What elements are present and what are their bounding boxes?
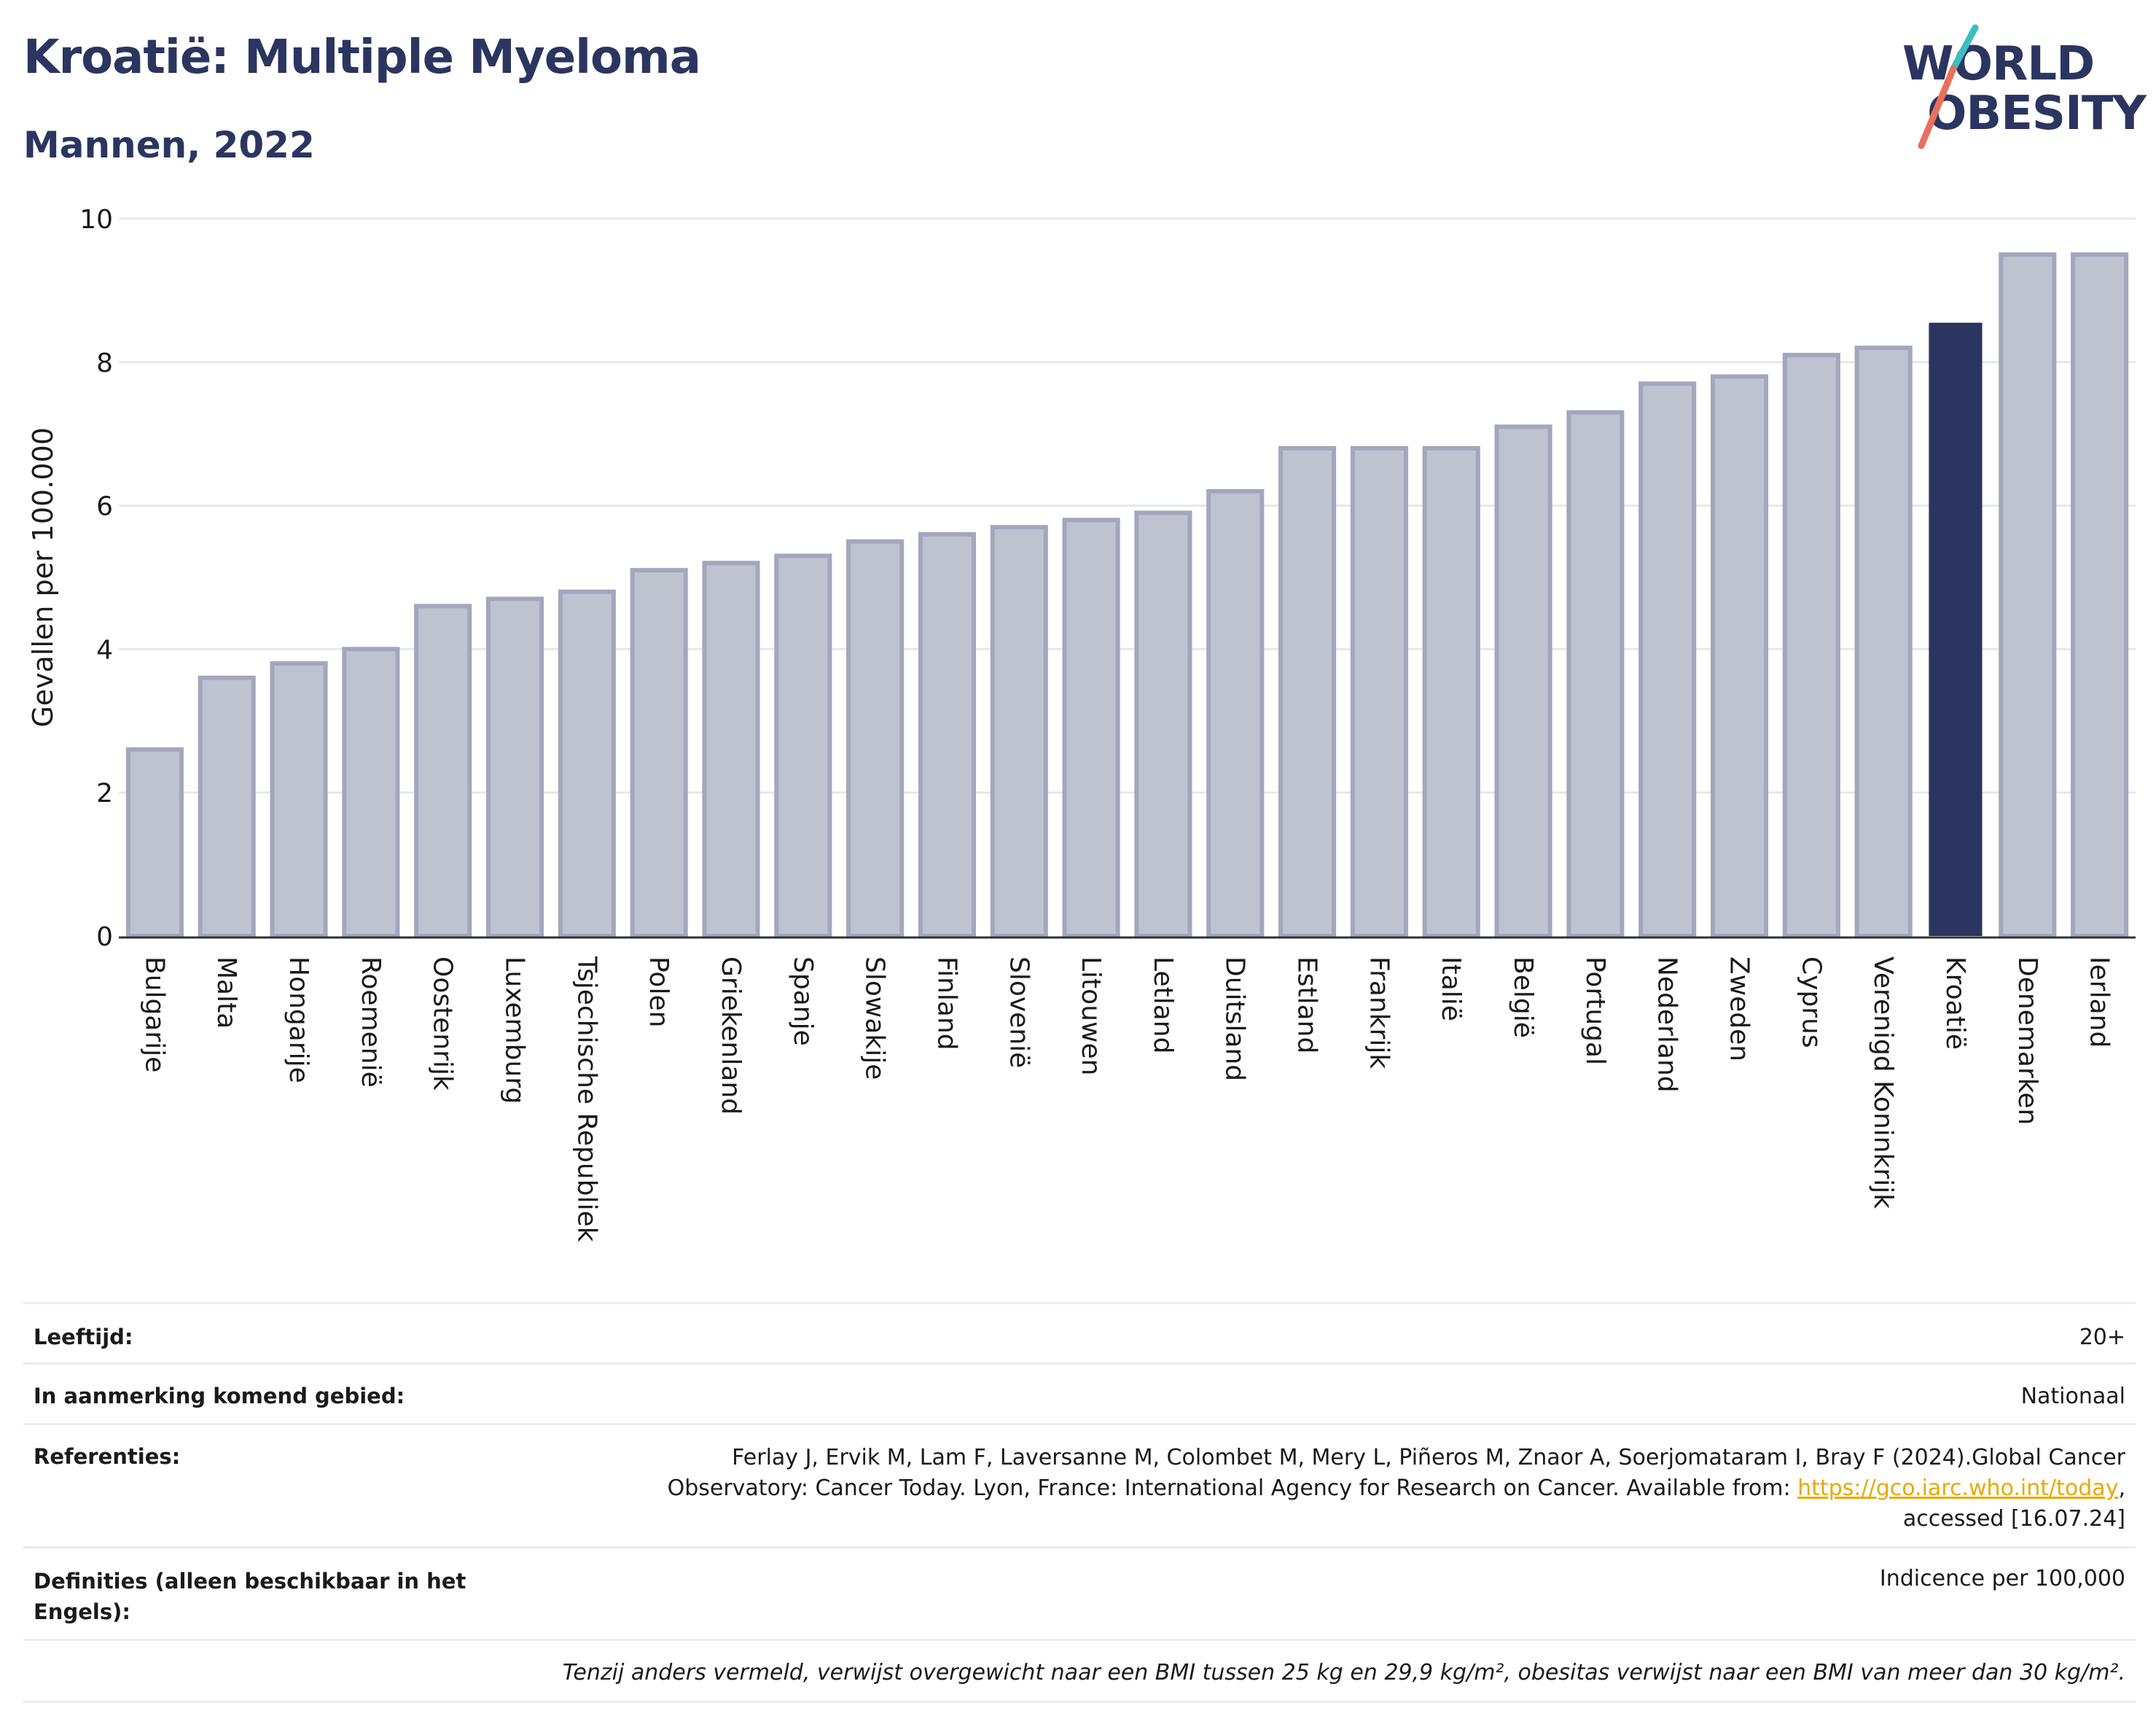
references-label: Referenties: (34, 1444, 181, 1469)
bar-verenigd-koninkrijk (1854, 346, 1913, 938)
definitions-value: Indicence per 100,000 (1879, 1566, 2125, 1591)
x-tick-label: Oostenrijk (428, 956, 458, 1091)
x-tick-label: Italië (1436, 956, 1466, 1021)
bar-nederland (1639, 381, 1697, 938)
age-row: Leeftijd: 20+ (23, 1302, 2136, 1362)
area-label: In aanmerking komend gebied: (34, 1384, 405, 1408)
x-tick-label: Finland (931, 956, 961, 1050)
x-tick-label: Cyprus (1796, 956, 1826, 1048)
bar-italië (1422, 445, 1480, 938)
bar-zweden (1710, 374, 1769, 938)
x-tick-label: Hongarije (284, 956, 313, 1083)
x-tick-label: België (1508, 956, 1538, 1038)
info-table: Leeftijd: 20+ In aanmerking komend gebie… (23, 1302, 2136, 1703)
x-tick-label: Frankrijk (1364, 956, 1394, 1069)
bar-malta (198, 675, 256, 938)
references-comma: , (2118, 1475, 2125, 1501)
logo-slash-icon (1918, 24, 1979, 149)
world-obesity-logo: WORLD OBESITY (1895, 22, 2147, 153)
x-tick-label: Kroatië (1940, 956, 1970, 1050)
definitions-label: Definities (alleen beschikbaar in het En… (34, 1566, 466, 1627)
y-tick-label: 8 (96, 348, 113, 378)
x-tick-label: Nederland (1652, 956, 1682, 1093)
definitions-label-line-2: Engels): (34, 1599, 130, 1624)
age-value: 20+ (2079, 1325, 2125, 1350)
x-tick-label: Roemenië (356, 956, 386, 1088)
x-tick-label: Litouwen (1076, 956, 1106, 1075)
x-tick-label: Slovenië (1004, 956, 1034, 1068)
x-tick-label: Polen (644, 956, 673, 1027)
x-tick-label: Denemarken (2012, 956, 2042, 1125)
y-tick-label: 2 (96, 779, 113, 808)
bar-slowakije (846, 539, 905, 938)
axes: 0 2 4 6 8 10 Bulgarije Malta Hongarije Roemenië Oo… (79, 205, 2136, 1242)
y-tick-label: 10 (79, 205, 113, 235)
bar-frankrijk (1350, 445, 1408, 938)
bar-finland (918, 531, 977, 938)
bar-spanje (774, 553, 832, 938)
references-line-2: Observatory: Cancer Today. Lyon, France:… (668, 1473, 2125, 1504)
bar-denemarken (1999, 252, 2057, 938)
x-tick-label: Bulgarije (139, 956, 169, 1072)
bar-bulgarije (125, 747, 184, 939)
references-line-3: accessed [16.07.24] (1902, 1506, 2125, 1532)
bar-polen (630, 568, 688, 938)
page-subtitle: Mannen, 2022 (23, 124, 315, 166)
x-tick-label: Duitsland (1220, 956, 1250, 1081)
bar-oostenrijk (414, 604, 472, 938)
footnote: Tenzij anders vermeld, verwijst overgewi… (562, 1660, 2125, 1685)
bar-duitsland (1206, 488, 1265, 938)
bar-hongarije (270, 661, 328, 939)
bars (125, 252, 2129, 939)
age-label: Leeftijd: (34, 1325, 133, 1349)
logo-line-1: WORLD (1902, 37, 2095, 91)
bar-litouwen (1062, 518, 1120, 938)
bar-cyprus (1782, 352, 1840, 938)
definitions-label-line-1: Definities (alleen beschikbaar in het (34, 1569, 466, 1594)
bar-letland (1134, 510, 1192, 938)
bar-luxemburg (485, 596, 544, 939)
bar-griekenland (702, 561, 760, 938)
note-row: Tenzij anders vermeld, verwijst overgewi… (23, 1639, 2136, 1703)
bar-estland (1278, 445, 1337, 938)
definitions-row: Definities (alleen beschikbaar in het En… (23, 1546, 2136, 1639)
x-tick-label: Tsjechische Republiek (571, 956, 601, 1242)
bar-roemenië (342, 647, 400, 939)
bar-slovenië (990, 525, 1048, 938)
x-tick-label: Slowakije (860, 956, 890, 1080)
x-tick-label: Zweden (1724, 956, 1754, 1061)
x-tick-label: Estland (1292, 956, 1322, 1053)
references-link[interactable]: https://gco.iarc.who.int/today (1797, 1475, 2119, 1501)
area-row: In aanmerking komend gebied: Nationaal (23, 1362, 2136, 1423)
references-row: Referenties: Ferlay J, Ervik M, Lam F, L… (23, 1423, 2136, 1546)
bar-kroatië (1929, 322, 1983, 936)
y-tick-label: 0 (96, 922, 113, 952)
x-tick-label: Griekenland (716, 956, 746, 1115)
bar-chart: 0 2 4 6 8 10 Bulgarije Malta Hongarije Roemenië Oo… (27, 205, 2136, 1242)
bar-tsjechische-republiek (558, 589, 616, 938)
x-tick-label: Ierland (2085, 956, 2114, 1048)
bar-belgië (1494, 424, 1552, 938)
x-tick-label: Verenigd Koninkrijk (1868, 956, 1898, 1209)
x-tick-label: Letland (1148, 956, 1178, 1053)
x-tick-label: Portugal (1580, 956, 1610, 1065)
logo-line-2: OBESITY (1927, 87, 2147, 141)
y-axis-label: Gevallen per 100.000 (27, 427, 59, 728)
page-title: Kroatië: Multiple Myeloma (23, 31, 701, 85)
references-value: Ferlay J, Ervik M, Lam F, Laversanne M, … (668, 1443, 2125, 1535)
y-tick-label: 6 (96, 492, 113, 522)
references-line-1: Ferlay J, Ervik M, Lam F, Laversanne M, … (732, 1445, 2125, 1470)
bar-ierland (2071, 252, 2129, 938)
x-tick-label: Spanje (788, 956, 818, 1046)
bar-portugal (1566, 410, 1625, 938)
references-line-2-text: Observatory: Cancer Today. Lyon, France:… (667, 1475, 1798, 1501)
area-value: Nationaal (2020, 1384, 2125, 1409)
y-tick-label: 4 (96, 635, 113, 665)
x-tick-label: Malta (211, 956, 241, 1029)
x-tick-label: Luxemburg (500, 956, 530, 1104)
